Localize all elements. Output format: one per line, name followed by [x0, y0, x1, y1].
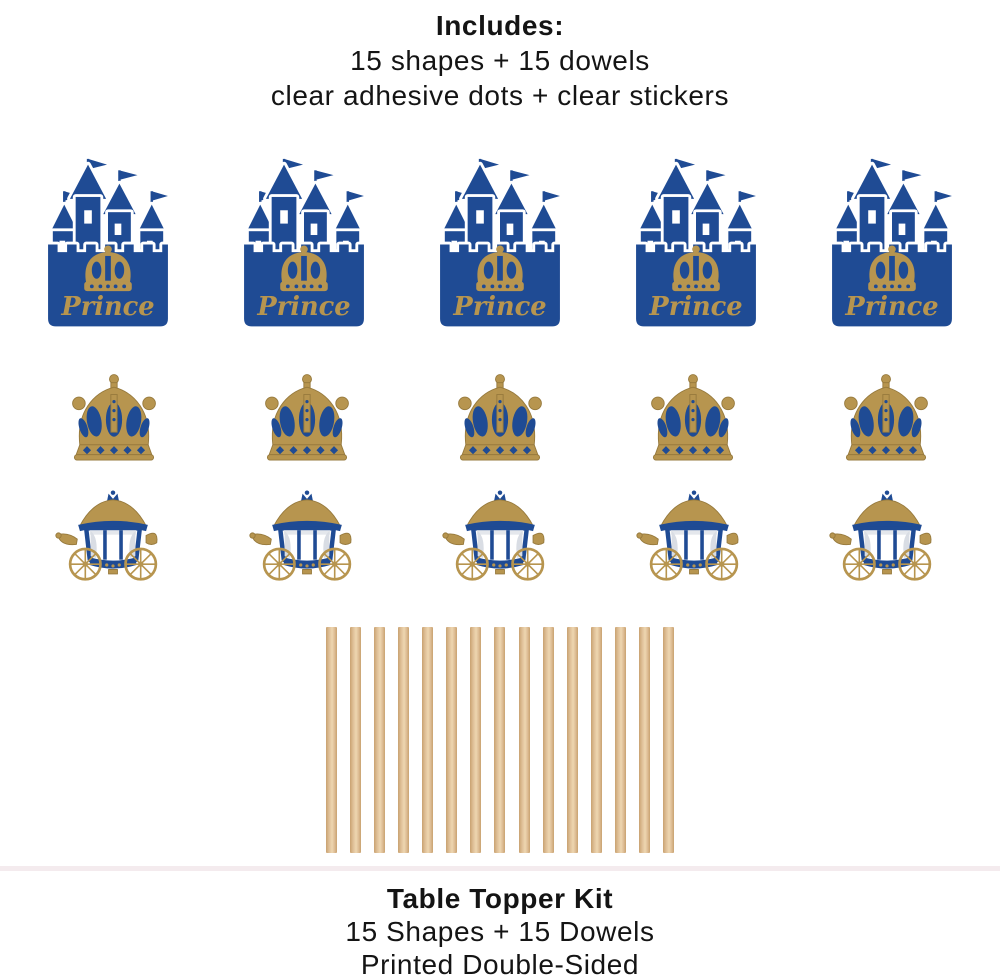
royal-crown-icon — [458, 374, 542, 461]
prince-label: Prince — [452, 292, 546, 322]
carriage-roof-band — [271, 520, 342, 532]
royal-carriage-icon — [248, 490, 351, 581]
carriage-wheels — [262, 547, 351, 581]
gold-crown-emblem — [476, 245, 524, 292]
royal-crown-icon — [265, 374, 349, 461]
carriage-canopy — [273, 499, 340, 527]
carriage-roof-band — [852, 520, 922, 532]
royal-crown-icon — [844, 374, 928, 461]
crown-row — [62, 371, 938, 461]
kit-footer: Table Topper Kit 15 Shapes + 15 Dowels P… — [0, 882, 1000, 978]
prince-castle-icon: Prince — [829, 157, 955, 330]
carriage-roof-band — [658, 520, 729, 532]
includes-line-adhesive: clear adhesive dots + clear stickers — [270, 80, 730, 111]
carriage-canopy — [853, 499, 921, 527]
royal-crown-icon — [651, 374, 735, 461]
prince-castle-icon: Prince — [633, 157, 759, 330]
wooden-dowel — [422, 627, 434, 853]
kit-title: Table Topper Kit — [386, 883, 614, 914]
prince-castle-icon: Prince — [437, 157, 563, 330]
carriage-roof-band — [78, 520, 148, 532]
wooden-dowel — [638, 627, 650, 853]
wooden-dowel — [326, 627, 337, 853]
crown-blue-panels — [271, 402, 343, 438]
wooden-dowel — [566, 627, 578, 853]
wooden-dowel — [470, 627, 482, 853]
carriage-hitch — [248, 532, 351, 546]
carriage-roof-band — [465, 520, 535, 532]
wooden-dowel — [350, 627, 362, 853]
carriage-hitch — [635, 532, 738, 546]
carriage-row — [46, 489, 954, 583]
gold-crown-emblem — [84, 245, 132, 292]
carriage-canopy — [660, 499, 727, 527]
prince-label: Prince — [60, 292, 154, 322]
includes-header: Includes: 15 shapes + 15 dowels clear ad… — [0, 0, 1000, 113]
royal-carriage-icon — [635, 490, 738, 581]
carriage-wheels — [68, 547, 158, 581]
crown-blue-panels — [657, 402, 729, 438]
kit-contents: 15 Shapes + 15 Dowels — [345, 916, 655, 947]
crown-band — [266, 393, 348, 461]
prince-castle-icon: Prince — [241, 157, 367, 330]
carriage-hitch — [55, 532, 158, 546]
carriage-wheels — [455, 547, 545, 581]
wooden-dowel — [374, 627, 386, 853]
carriage-hitch — [442, 532, 545, 546]
prince-label: Prince — [648, 292, 742, 322]
gold-crown-emblem — [672, 245, 720, 292]
wooden-dowel — [614, 627, 626, 853]
pink-divider — [0, 866, 1000, 871]
includes-line-shapes-dowels: 15 shapes + 15 dowels — [350, 45, 650, 76]
carriage-hitch — [829, 532, 932, 546]
royal-crown-icon — [72, 374, 156, 461]
crown-blue-panels — [78, 402, 150, 438]
castle-row: Prince — [25, 157, 975, 333]
prince-label: Prince — [256, 292, 350, 322]
royal-carriage-icon — [55, 490, 158, 581]
wooden-dowel — [398, 627, 410, 853]
gold-crown-emblem — [868, 245, 916, 292]
wooden-dowel — [542, 627, 554, 853]
carriage-wheels — [842, 547, 932, 581]
wooden-dowel — [590, 627, 602, 853]
wooden-dowel — [518, 627, 530, 853]
prince-castle-icon: Prince — [45, 157, 171, 330]
royal-carriage-icon — [442, 490, 545, 581]
dowel-group — [326, 627, 674, 853]
wooden-dowel — [494, 627, 506, 853]
royal-carriage-icon — [829, 490, 932, 581]
carriage-wheels — [649, 547, 738, 581]
carriage-canopy — [79, 499, 147, 527]
kit-printing: Printed Double-Sided — [360, 949, 640, 978]
includes-title: Includes: — [435, 10, 565, 41]
wooden-dowel — [446, 627, 458, 853]
prince-label: Prince — [844, 292, 938, 322]
carriage-canopy — [466, 499, 534, 527]
wooden-dowel — [662, 627, 674, 853]
gold-crown-emblem — [280, 245, 328, 292]
